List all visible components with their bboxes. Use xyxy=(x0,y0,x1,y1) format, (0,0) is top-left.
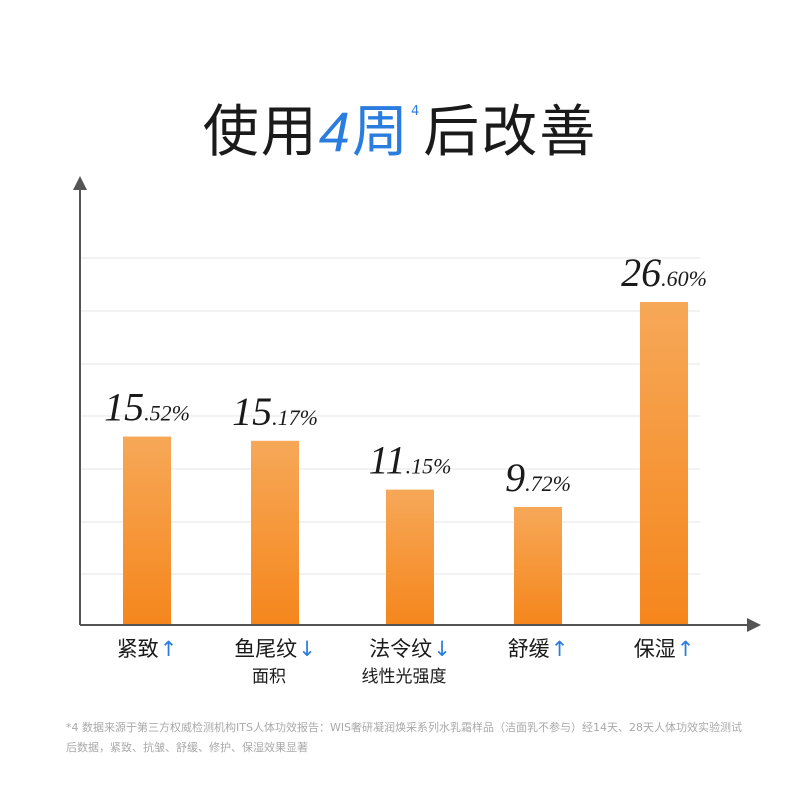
bar-4 xyxy=(514,506,562,625)
bar-chart: 15.52% 15.17% 11.15% 9.72% 26.60% 紧致↑ 鱼尾纹↓ 面积 法令… xyxy=(73,176,761,687)
category-label-5: 保湿↑ xyxy=(634,637,695,661)
bar-3 xyxy=(386,489,434,625)
category-label-2: 鱼尾纹↓ xyxy=(234,637,316,661)
title-number: 4 xyxy=(318,100,352,163)
category-label-3: 法令纹↓ xyxy=(369,637,451,661)
title-suffix: 后改善 xyxy=(423,100,598,165)
title-footnote-marker: 4 xyxy=(410,104,420,119)
category-sublabel-3: 线性光强度 xyxy=(362,667,447,687)
value-label-2: 15.17% xyxy=(232,389,318,434)
bar-2 xyxy=(251,440,299,625)
title-accent: 周 xyxy=(351,100,410,165)
y-axis-arrowhead xyxy=(73,176,87,190)
x-axis-arrowhead xyxy=(747,618,761,632)
category-label-4: 舒缓↑ xyxy=(508,637,569,661)
value-label-1: 15.52% xyxy=(104,385,190,430)
footnote: *4 数据来源于第三方权威检测机构ITS人体功效报告：WIS奢研凝润焕采系列水乳… xyxy=(66,721,743,754)
title-prefix: 使用 xyxy=(202,100,319,165)
bar-1 xyxy=(123,436,171,625)
page-title: 使用4周4后改善 xyxy=(0,72,800,173)
value-label-5: 26.60% xyxy=(621,250,707,295)
bar-5 xyxy=(640,302,688,625)
value-label-4: 9.72% xyxy=(505,455,571,500)
category-sublabel-2: 面积 xyxy=(252,667,286,687)
category-label-1: 紧致↑ xyxy=(117,637,178,661)
value-label-3: 11.15% xyxy=(369,438,452,483)
